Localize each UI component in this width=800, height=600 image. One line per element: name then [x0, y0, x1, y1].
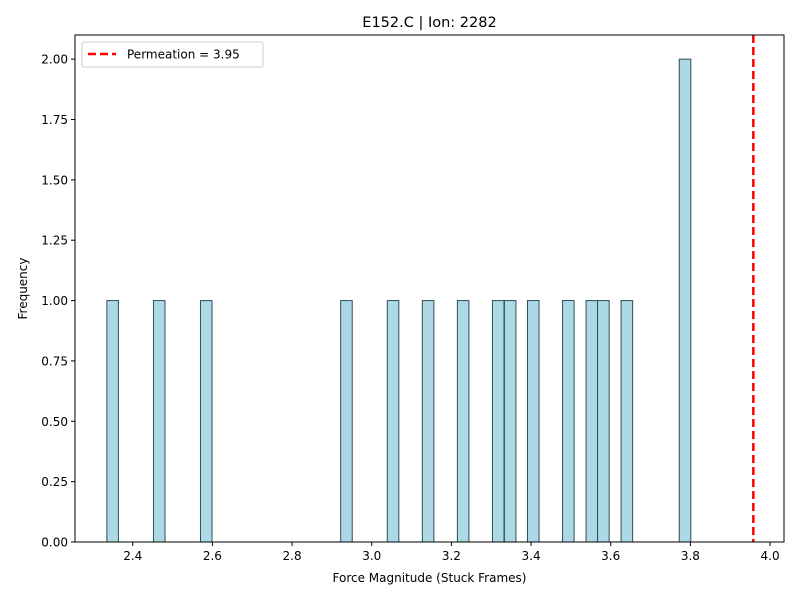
- y-tick-label: 1.25: [41, 234, 68, 248]
- histogram-bar: [106, 300, 119, 543]
- y-tick-label: 0.75: [41, 354, 68, 368]
- legend: Permeation = 3.95: [81, 41, 264, 68]
- x-tick-label: 3.6: [601, 549, 620, 563]
- histogram-bar: [421, 300, 435, 543]
- x-tick-label: 2.6: [203, 549, 222, 563]
- histogram-bar: [340, 300, 353, 543]
- y-axis-ticks: 0.00 0.25 0.50 0.75 1.00 1.25 1.50 1.75 2.00: [41, 53, 75, 550]
- x-tick-label: 2.8: [283, 549, 302, 563]
- histogram-bar: [491, 300, 505, 543]
- plot-frame: [74, 34, 785, 543]
- histogram-bar: [620, 300, 634, 543]
- y-tick-label: 1.75: [41, 113, 68, 127]
- legend-box: [81, 41, 264, 68]
- y-tick-label: 2.00: [41, 53, 68, 67]
- histogram-bar: [562, 300, 575, 543]
- histogram-bar: [585, 300, 599, 543]
- x-tick-label: 3.0: [362, 549, 381, 563]
- histogram-bar: [678, 58, 692, 543]
- histogram-bar: [199, 300, 213, 543]
- chart-title: E152.C | Ion: 2282: [362, 15, 496, 31]
- x-axis-ticks: 2.4 2.6 2.8 3.0 3.2 3.4 3.6 3.8 4.0: [123, 542, 780, 563]
- histogram-bar: [152, 300, 166, 543]
- y-tick-label: 0.25: [41, 475, 68, 489]
- x-tick-label: 3.8: [681, 549, 700, 563]
- x-tick-label: 4.0: [761, 549, 780, 563]
- histogram-bar: [386, 300, 400, 543]
- x-axis-title: Force Magnitude (Stuck Frames): [333, 571, 527, 585]
- x-tick-label: 3.2: [442, 549, 461, 563]
- x-tick-label: 3.4: [522, 549, 541, 563]
- histogram-bar: [597, 300, 610, 543]
- y-tick-label: 0.00: [41, 536, 68, 550]
- x-tick-label: 2.4: [123, 549, 142, 563]
- legend-label: Permeation = 3.95: [127, 48, 240, 62]
- y-tick-label: 1.50: [41, 173, 68, 187]
- y-tick-label: 1.00: [41, 294, 68, 308]
- histogram-bar: [456, 300, 470, 543]
- histogram-bar: [526, 300, 540, 543]
- y-axis-title: Frequency: [16, 258, 30, 320]
- histogram-bar: [503, 300, 517, 543]
- y-tick-label: 0.50: [41, 415, 68, 429]
